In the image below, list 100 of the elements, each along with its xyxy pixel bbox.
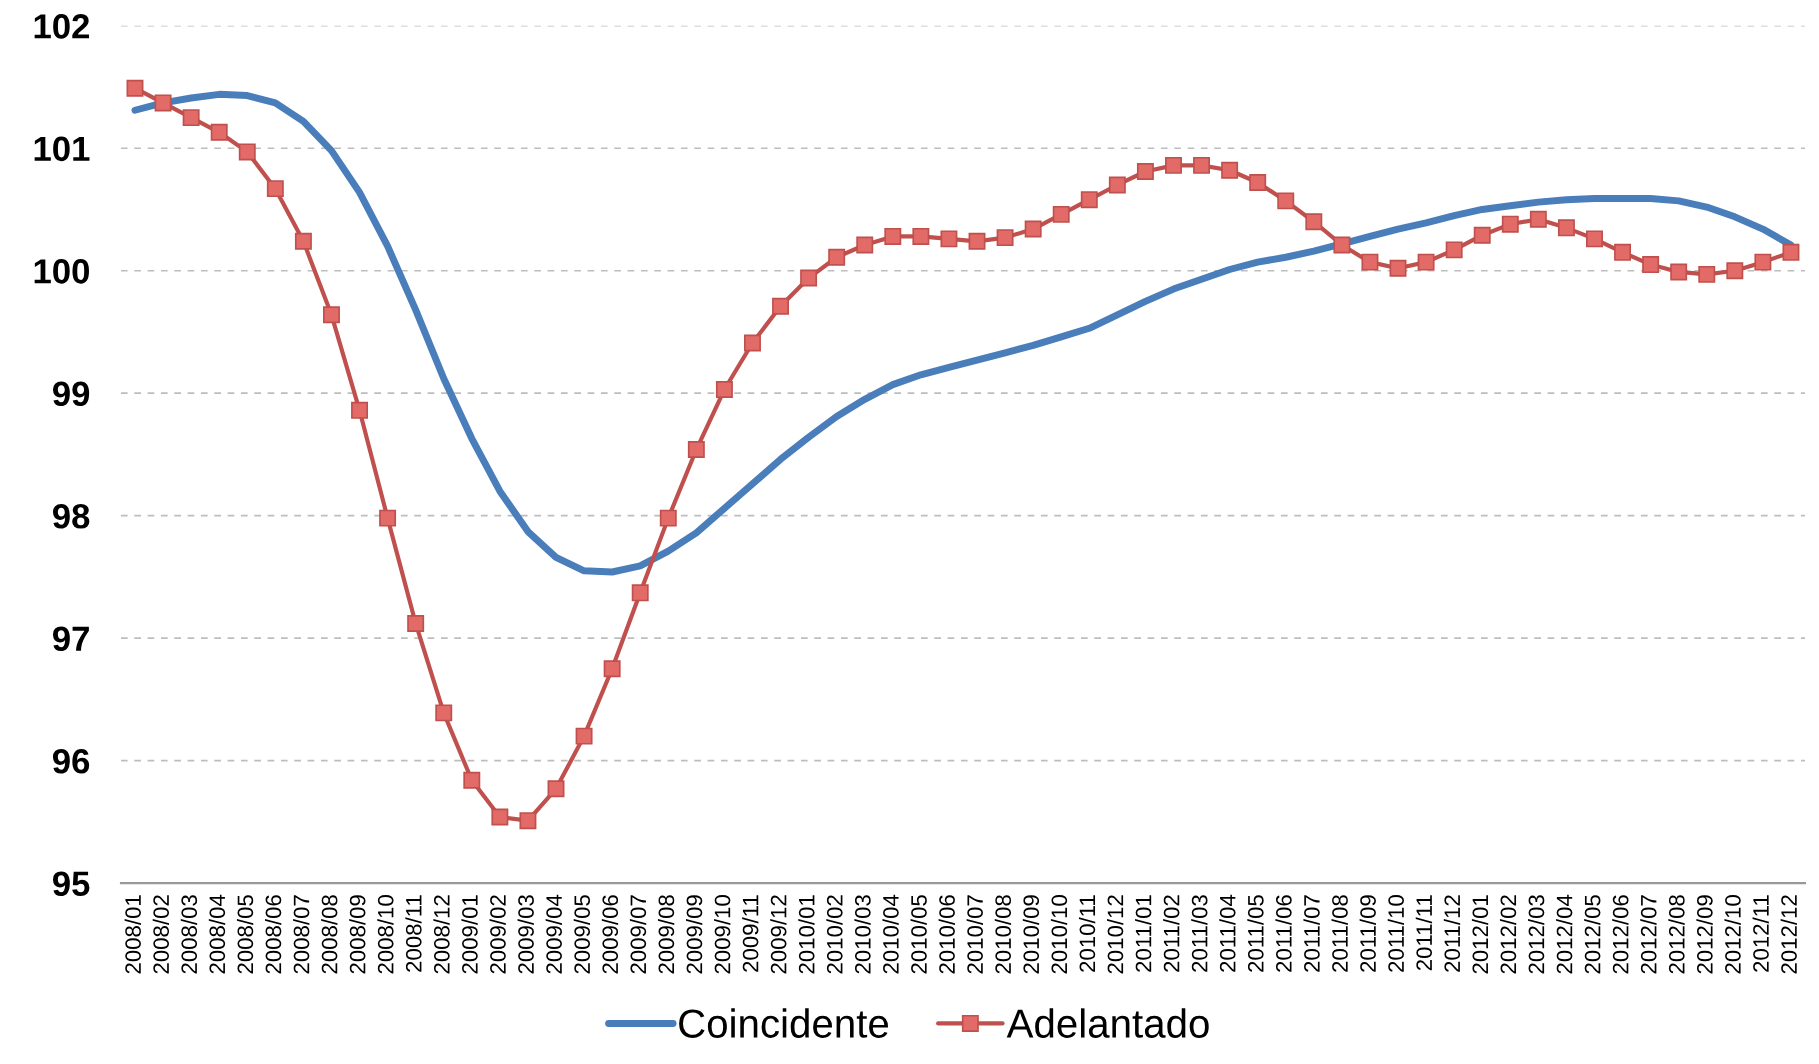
- point: [1754, 253, 1772, 271]
- x-tick-label: 2010/02: [826, 895, 843, 974]
- point: [744, 334, 761, 352]
- y-tick-label: 101: [34, 136, 90, 162]
- legend-label: Adelantado: [1006, 1008, 1209, 1038]
- x-tick-label: 2009/11: [742, 895, 759, 972]
- x-tick-label: 2009/05: [573, 895, 591, 974]
- x-tick-label: 2012/12: [1780, 895, 1797, 974]
- x-tick-label: 2009/10: [714, 895, 731, 974]
- y-tick-label: 98: [52, 504, 90, 529]
- x-tick-label: 2010/04: [882, 894, 899, 974]
- point: [687, 441, 705, 459]
- point: [322, 306, 340, 324]
- point: [1052, 205, 1070, 223]
- x-tick-label: 2008/11: [405, 895, 422, 972]
- x-tick-label: 2010/06: [938, 895, 955, 974]
- point: [294, 232, 312, 250]
- x-tick-label: 2009/12: [770, 895, 787, 974]
- point: [351, 401, 369, 419]
- point: [1249, 174, 1267, 191]
- x-tick-label: 2008/06: [264, 895, 282, 974]
- point: [1165, 156, 1182, 174]
- x-tick-label: 2011/04: [1219, 894, 1236, 972]
- point: [800, 269, 818, 287]
- x-tick-label: 2009/07: [629, 895, 647, 974]
- x-tick-label: 2008/04: [208, 894, 226, 974]
- x-tick-label: 2008/01: [124, 895, 141, 974]
- point: [1193, 156, 1211, 174]
- x-tick-label: 2012/05: [1584, 895, 1601, 974]
- point: [1557, 219, 1575, 237]
- point: [996, 229, 1014, 247]
- x-tick-label: 2012/10: [1724, 895, 1741, 974]
- point: [912, 227, 930, 245]
- x-tick-label: 2008/09: [349, 895, 366, 974]
- point: [631, 584, 649, 602]
- x-tick-label: 2008/05: [236, 895, 254, 974]
- x-tick-label: 2008/12: [433, 895, 450, 974]
- point: [182, 109, 200, 127]
- x-tick-label: 2008/10: [377, 895, 394, 974]
- x-tick-label: 2011/10: [1387, 895, 1404, 972]
- point: [603, 660, 621, 678]
- x-tick-label: 2012/03: [1528, 895, 1545, 974]
- point: [1614, 243, 1632, 261]
- x-tick-label: 2011/03: [1191, 895, 1208, 972]
- point: [1080, 191, 1098, 209]
- point: [1726, 262, 1744, 280]
- point: [266, 180, 284, 198]
- x-tick-label: 2010/11: [1078, 895, 1096, 972]
- point: [1305, 213, 1323, 231]
- x-tick-label: 2008/02: [152, 895, 170, 974]
- y-tick-label: 99: [52, 381, 90, 407]
- point: [1333, 236, 1351, 254]
- point: [491, 808, 509, 826]
- x-tick-label: 2010/07: [966, 895, 983, 974]
- point: [1108, 176, 1126, 194]
- x-tick-label: 2012/02: [1499, 895, 1517, 974]
- x-tick-label: 2009/09: [685, 895, 703, 974]
- point: [940, 230, 958, 248]
- x-tick-label: 2012/09: [1696, 895, 1713, 974]
- legend-label: Coincidente: [679, 1008, 889, 1038]
- point: [547, 780, 565, 798]
- x-tick-label: 2012/11: [1752, 895, 1769, 972]
- x-tick-label: 2012/07: [1640, 895, 1657, 974]
- point: [575, 727, 593, 745]
- y-tick-label: 97: [52, 626, 89, 652]
- point: [772, 297, 790, 315]
- x-tick-label: 2009/04: [545, 894, 562, 974]
- x-tick-label: 2008/08: [321, 895, 338, 974]
- point: [1221, 161, 1239, 179]
- x-tick-label: 2012/04: [1556, 894, 1573, 974]
- point: [463, 771, 481, 789]
- x-tick-label: 2011/07: [1303, 895, 1320, 972]
- point: [968, 232, 986, 250]
- x-tick-label: 2011/09: [1359, 895, 1376, 972]
- x-tick-label: 2010/10: [1050, 895, 1068, 974]
- point: [1136, 163, 1154, 180]
- point: [1501, 215, 1519, 233]
- point: [1586, 230, 1603, 248]
- point: [519, 812, 537, 830]
- x-tick-label: 2012/08: [1668, 895, 1685, 974]
- point: [1389, 259, 1407, 277]
- x-tick-label: 2010/03: [854, 895, 871, 974]
- x-tick-label: 2010/01: [798, 895, 815, 974]
- x-tick-label: 2008/07: [293, 895, 310, 974]
- x-tick-label: 2009/03: [517, 895, 534, 974]
- y-tick-label: 102: [34, 14, 90, 39]
- point: [379, 509, 397, 527]
- point: [1670, 263, 1688, 281]
- x-tick-label: 2010/08: [994, 895, 1012, 974]
- point: [1024, 220, 1042, 238]
- x-tick-label: 2011/06: [1275, 895, 1292, 972]
- x-tick-label: 2010/05: [910, 895, 927, 974]
- x-tick-label: 2009/02: [489, 895, 506, 974]
- point: [1529, 210, 1547, 228]
- point: [1698, 265, 1716, 283]
- point: [435, 704, 453, 722]
- point: [1417, 253, 1435, 271]
- point: [1782, 243, 1800, 261]
- y-tick-label: 100: [34, 259, 89, 284]
- y-tick-label: 96: [52, 748, 90, 774]
